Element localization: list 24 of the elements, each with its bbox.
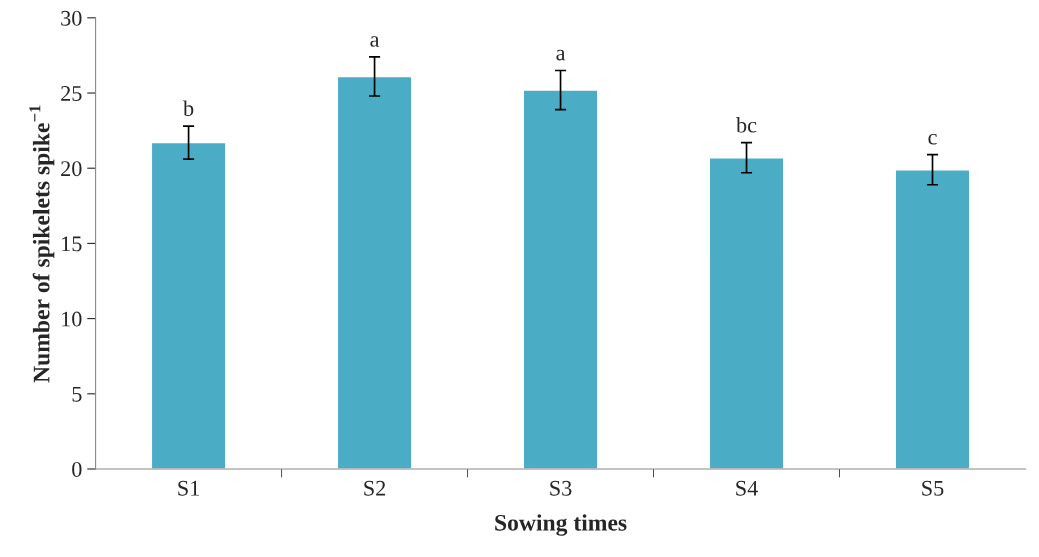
bar <box>708 156 785 469</box>
annotation: a <box>370 36 380 47</box>
x-tick-label: S3 <box>550 480 572 496</box>
bar <box>894 169 971 469</box>
y-tick-label: 5 <box>72 386 82 402</box>
bar <box>522 89 599 469</box>
annotation: b <box>183 100 194 117</box>
y-tick-label: 25 <box>61 86 82 101</box>
y-tick-label: 10 <box>62 311 82 327</box>
y-tick-label: 0 <box>72 461 82 477</box>
x-axis-title: Sowing times <box>495 514 627 536</box>
x-tick-label: S2 <box>364 480 386 496</box>
bar <box>150 141 227 469</box>
y-tick-label: 15 <box>62 236 82 252</box>
x-tick-label: S5 <box>922 480 944 496</box>
y-axis-title: Number of spikelets spike$^{−1}$ <box>29 105 55 383</box>
bar <box>336 75 413 469</box>
y-tick-label: 30 <box>61 10 82 26</box>
annotation: bc <box>736 116 757 133</box>
annotation: a <box>556 49 566 61</box>
x-tick-label: S4 <box>736 480 758 496</box>
annotation: c <box>928 133 937 145</box>
y-tick-label: 20 <box>61 161 82 177</box>
x-tick-label: S1 <box>178 480 199 496</box>
